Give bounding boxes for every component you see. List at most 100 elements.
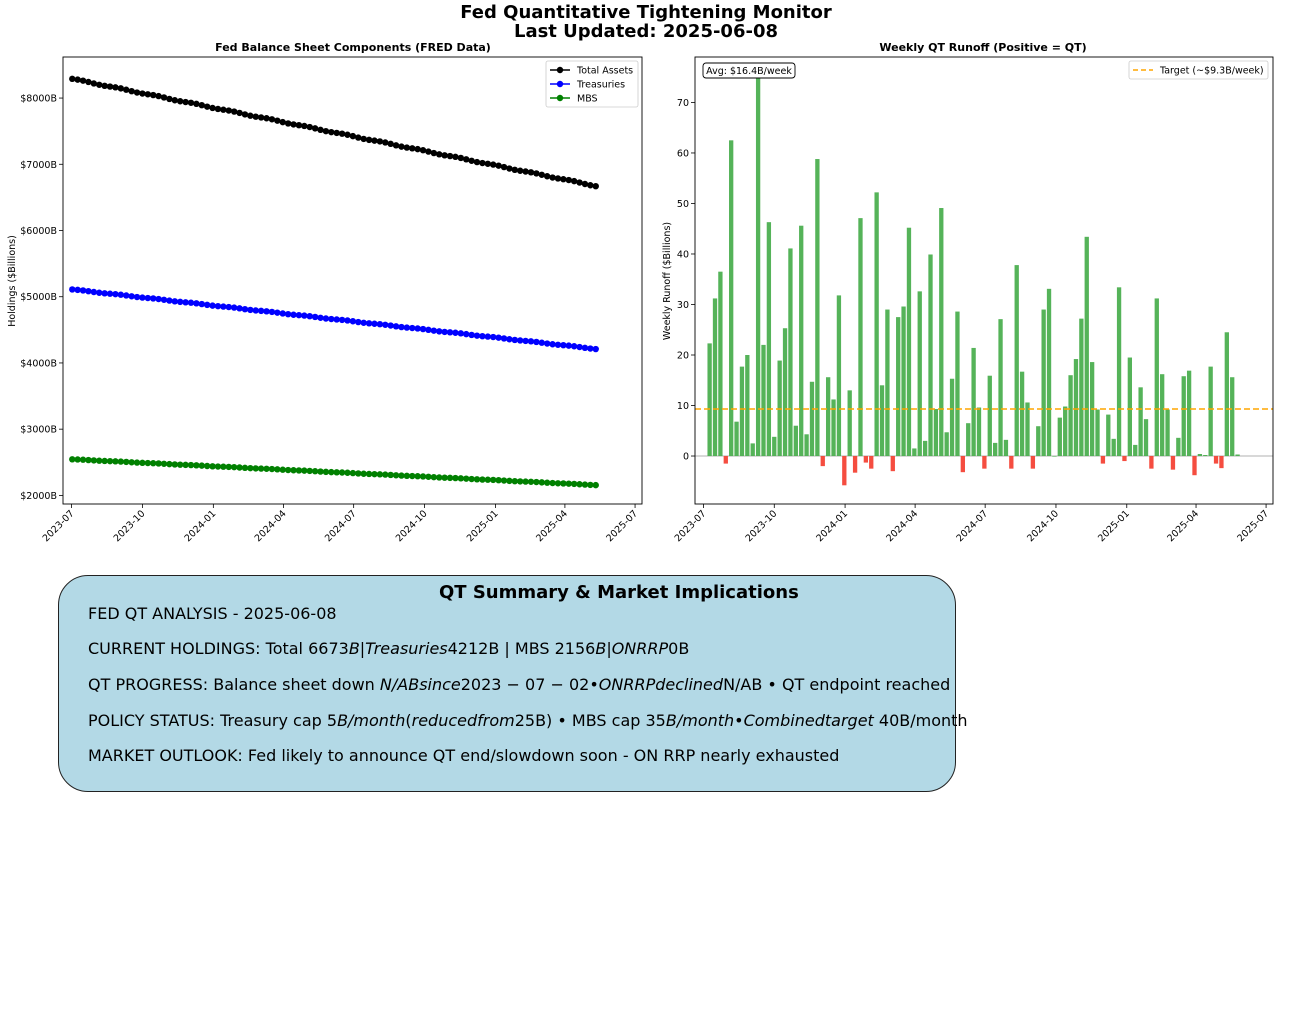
series-point-treasuries [317, 314, 324, 321]
runoff-bar [874, 192, 879, 457]
series-point-total-assets [150, 91, 157, 99]
series-point-treasuries [473, 332, 481, 339]
series-point-treasuries [403, 324, 411, 331]
runoff-bar [1003, 439, 1009, 457]
right-y-tick-label: 30 [677, 300, 689, 311]
right-y-tick-label: 10 [677, 401, 689, 412]
left-x-tick-label: 2025-04 [534, 508, 570, 544]
left-y-tick-label: $3000B [20, 425, 57, 436]
series-point-total-assets [533, 170, 540, 177]
series-point-mbs [392, 472, 400, 479]
series-point-treasuries [150, 295, 157, 302]
series-point-mbs [241, 464, 249, 472]
runoff-bar [982, 456, 987, 469]
runoff-bar [1149, 456, 1154, 469]
runoff-bar [788, 248, 793, 457]
series-point-treasuries [382, 321, 389, 328]
runoff-bar [1116, 287, 1122, 457]
series-point-treasuries [527, 338, 535, 345]
holdings-part-a: CURRENT HOLDINGS: Total 6673 [88, 639, 349, 658]
series-point-treasuries [463, 330, 470, 338]
right-chart-title: Weekly QT Runoff (Positive = QT) [879, 41, 1086, 54]
runoff-bar [1025, 402, 1030, 457]
series-point-mbs [176, 461, 184, 468]
left-legend-box [545, 60, 639, 108]
series-point-mbs [295, 467, 303, 474]
runoff-bar [1122, 456, 1127, 462]
avg-annotation-text: Avg: $16.4B/week [706, 66, 792, 77]
runoff-bar [1057, 417, 1062, 457]
progress-part-b: N/ABsince [379, 675, 461, 694]
series-point-treasuries [338, 316, 346, 324]
series-point-treasuries [549, 341, 556, 348]
runoff-bar [761, 344, 766, 457]
series-point-total-assets [187, 99, 195, 106]
series-point-total-assets [279, 118, 286, 126]
series-point-mbs [355, 470, 362, 477]
series-point-treasuries [101, 290, 108, 297]
series-point-mbs [187, 461, 195, 469]
runoff-bar [928, 254, 933, 457]
left-y-tick-label: $8000B [20, 94, 57, 105]
series-point-total-assets [79, 77, 87, 84]
series-point-total-assets [306, 123, 313, 131]
runoff-bar [723, 456, 728, 464]
left-x-tick-label: 2024-10 [394, 508, 430, 544]
left-x-tick-label: 2024-07 [323, 508, 359, 544]
series-point-treasuries [392, 323, 400, 330]
series-point-mbs [117, 458, 125, 465]
balance-sheet-chart: Fed Balance Sheet Components (FRED Data)… [7, 41, 643, 544]
series-point-mbs [549, 479, 556, 487]
series-point-total-assets [355, 134, 362, 141]
series-point-total-assets [96, 81, 103, 88]
series-point-total-assets [570, 177, 578, 185]
left-x-tick-label: 2023-07 [41, 508, 77, 544]
weekly-runoff-chart: Weekly QT Runoff (Positive = QT) Weekly … [662, 41, 1274, 544]
series-point-mbs [284, 466, 292, 474]
series-point-mbs [430, 473, 438, 481]
series-point-mbs [371, 470, 378, 478]
summary-line-policy: POLICY STATUS: Treasury cap 5B/month(red… [88, 711, 968, 730]
left-x-ticks: 2023-07 2023-10 2024-01 2024-04 2024-07 2024-… [41, 504, 640, 544]
runoff-bar [1235, 454, 1240, 457]
series-point-treasuries [133, 293, 141, 301]
runoff-bar [1036, 426, 1041, 457]
series-point-treasuries [268, 308, 276, 316]
series-point-mbs [543, 479, 551, 486]
series-point-treasuries [74, 286, 81, 294]
series-point-total-assets [236, 109, 243, 117]
series-point-mbs [74, 456, 81, 463]
series-point-mbs [382, 471, 389, 478]
progress-part-c: 2023 − 07 − 02 [460, 675, 590, 694]
series-point-total-assets [576, 179, 583, 186]
series-point-mbs [560, 480, 567, 487]
right-legend: Target (~$9.3B/week) [1128, 60, 1269, 80]
summary-line-progress: QT PROGRESS: Balance sheet down N/ABsinc… [88, 675, 950, 694]
series-point-mbs [209, 463, 216, 470]
series-point-mbs [570, 480, 578, 488]
series-point-mbs [96, 457, 103, 464]
series-point-total-assets [500, 163, 508, 171]
series-point-mbs [409, 472, 416, 480]
series-point-treasuries [306, 312, 313, 320]
runoff-bar [1181, 376, 1186, 457]
series-point-mbs [441, 474, 448, 481]
right-x-tick-label: 2025-01 [1096, 508, 1132, 544]
series-point-mbs [344, 469, 351, 476]
series-point-total-assets [333, 129, 340, 137]
runoff-bar [1068, 375, 1073, 457]
series-point-total-assets [382, 139, 389, 146]
left-x-tick-label: 2024-04 [253, 508, 289, 544]
runoff-bar [993, 442, 998, 457]
right-x-tick-label: 2024-07 [954, 508, 990, 544]
series-point-treasuries [328, 315, 335, 323]
series-point-total-assets [490, 161, 497, 168]
series-point-treasuries [409, 324, 416, 332]
series-point-mbs [144, 459, 152, 467]
series-point-mbs [484, 476, 492, 483]
runoff-bar [1203, 455, 1208, 457]
runoff-bar [912, 448, 917, 457]
series-point-treasuries [436, 328, 443, 335]
right-legend-box [1128, 60, 1269, 80]
series-point-mbs [457, 475, 465, 482]
